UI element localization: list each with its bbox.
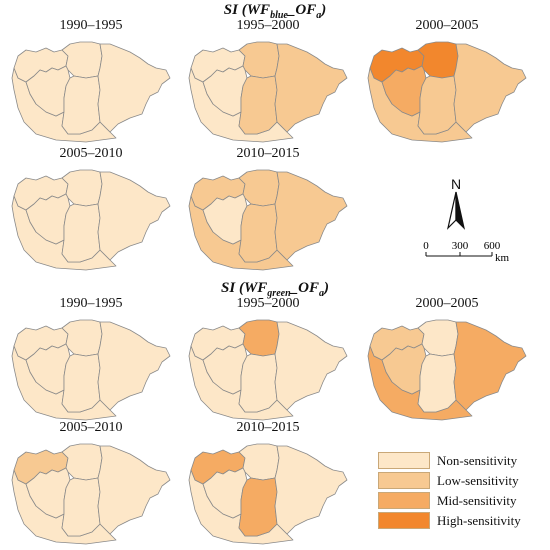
map-period-label: 2000–2005 — [415, 296, 479, 311]
map-region-e — [97, 445, 171, 535]
map-region-d — [238, 75, 278, 135]
map-period-label: 2005–2010 — [59, 420, 123, 435]
section-title-blue: SI (WFblue_OFa) — [223, 2, 327, 21]
legend-swatch — [378, 512, 430, 529]
choropleth-map — [183, 38, 353, 148]
map-region-d — [61, 353, 101, 413]
map-region-e — [97, 171, 171, 261]
choropleth-map — [183, 166, 353, 276]
map-region-d — [238, 353, 278, 413]
map-period-label: 2010–2015 — [236, 146, 300, 161]
map-region-e — [97, 321, 171, 411]
choropleth-map — [183, 440, 353, 550]
scale-unit: km — [495, 252, 510, 264]
legend-label: High-sensitivity — [437, 513, 521, 528]
choropleth-map — [6, 440, 176, 550]
map-region-d — [238, 477, 278, 537]
choropleth-map — [362, 38, 532, 148]
choropleth-map — [183, 316, 353, 426]
map-region-d — [238, 203, 278, 263]
map-period-label: 1990–1995 — [59, 296, 123, 311]
legend-swatch — [378, 472, 430, 489]
scale-tick-label: 600 — [484, 240, 501, 252]
choropleth-map — [6, 38, 176, 148]
scale-tick-label: 300 — [452, 240, 469, 252]
map-region-d — [61, 75, 101, 135]
map-period-label: 1990–1995 — [59, 18, 123, 33]
north-arrow-icon: N — [436, 176, 476, 236]
legend-label: Low-sensitivity — [437, 473, 519, 488]
map-region-e — [453, 43, 527, 133]
choropleth-map — [362, 316, 532, 426]
scale-tick-label: 0 — [423, 240, 429, 252]
map-region-d — [417, 75, 457, 135]
map-region-d — [61, 477, 101, 537]
map-period-label: 2005–2010 — [59, 146, 123, 161]
map-period-label: 1995–2000 — [236, 18, 300, 33]
map-region-d — [61, 203, 101, 263]
north-label: N — [451, 176, 461, 192]
map-region-e — [274, 445, 348, 535]
legend-swatch — [378, 492, 430, 509]
legend-label: Non-sensitivity — [437, 453, 518, 468]
map-region-e — [274, 43, 348, 133]
choropleth-map — [6, 316, 176, 426]
map-region-e — [97, 43, 171, 133]
scale-bar: 0 300 600 km — [418, 238, 528, 268]
map-period-label: 2000–2005 — [415, 18, 479, 33]
legend-swatch — [378, 452, 430, 469]
map-region-d — [417, 353, 457, 413]
map-region-e — [453, 321, 527, 411]
map-period-label: 1995–2000 — [236, 296, 300, 311]
map-period-label: 2010–2015 — [236, 420, 300, 435]
map-region-e — [274, 171, 348, 261]
map-region-e — [274, 321, 348, 411]
choropleth-map — [6, 166, 176, 276]
legend-label: Mid-sensitivity — [437, 493, 517, 508]
section-title-green: SI (WFgreen_OFa) — [221, 280, 329, 299]
